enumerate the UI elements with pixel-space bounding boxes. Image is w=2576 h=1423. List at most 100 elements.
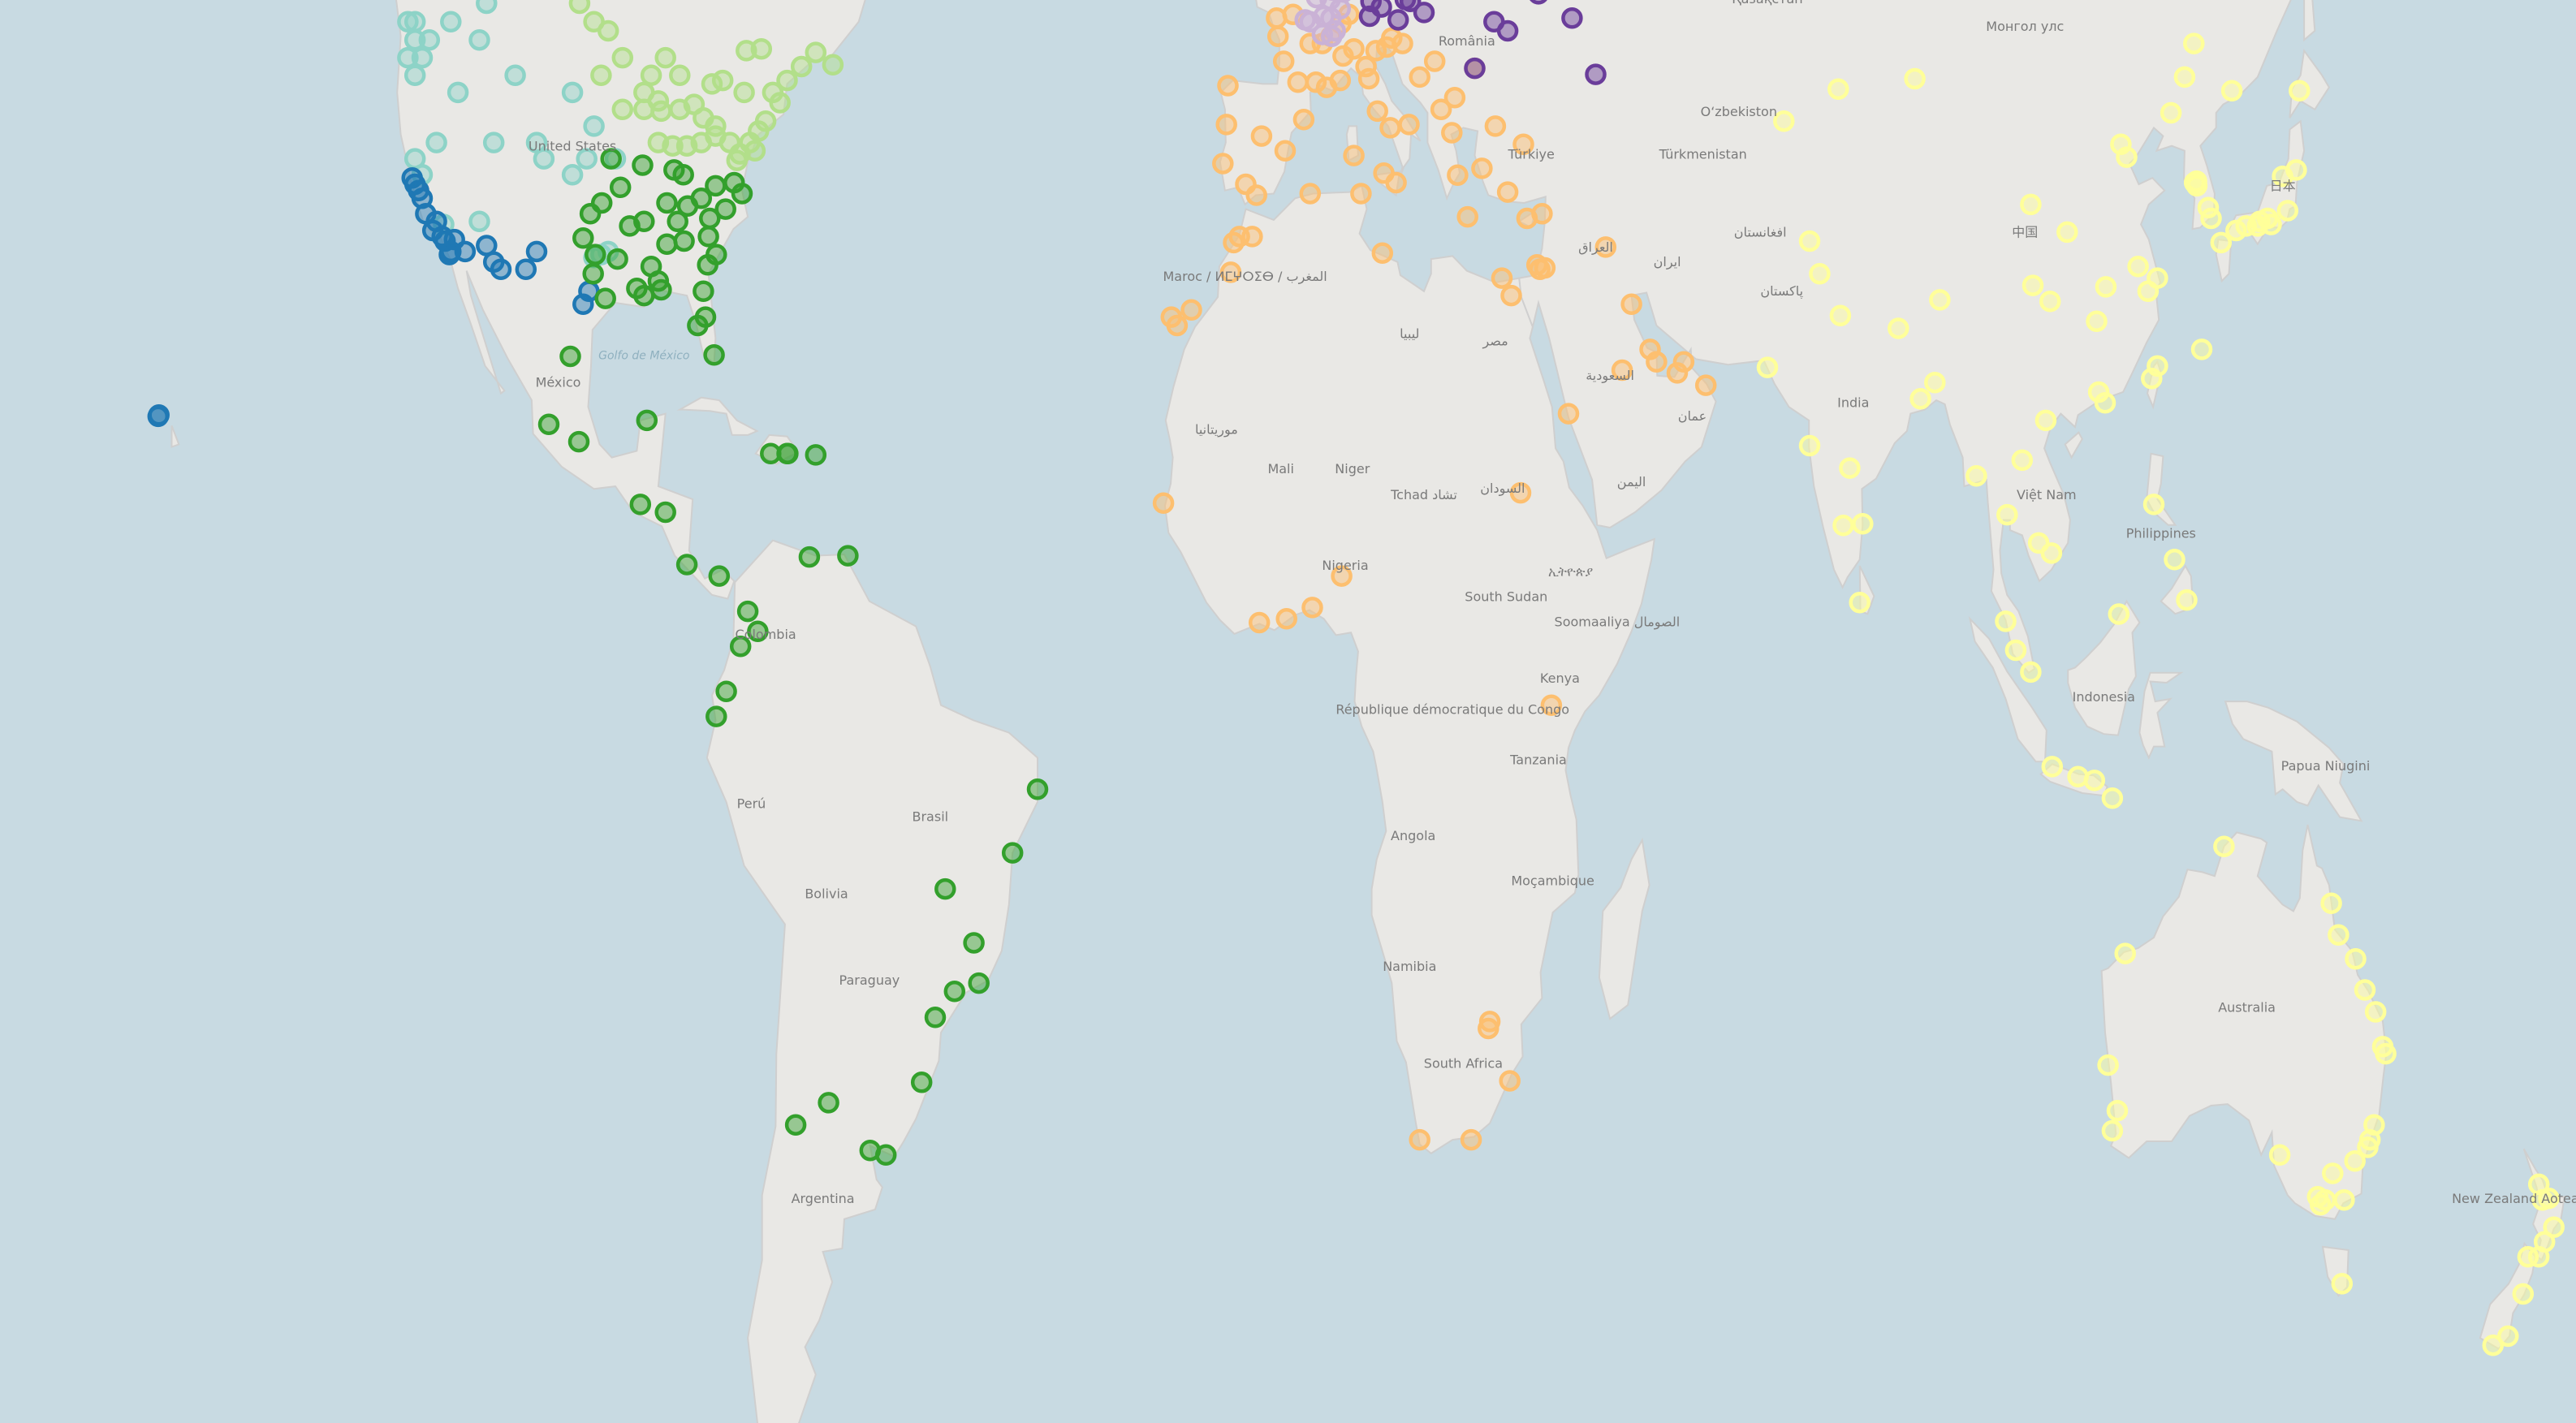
- data-point-mediterranean_africa[interactable]: [1299, 183, 1322, 205]
- data-point-asia_oceania[interactable]: [2020, 193, 2042, 216]
- data-point-mediterranean_africa[interactable]: [1409, 1128, 1430, 1151]
- data-point-asia_oceania[interactable]: [2056, 221, 2078, 244]
- data-point-mediterranean_africa[interactable]: [1332, 45, 1354, 67]
- data-point-us_south_americas[interactable]: [747, 620, 769, 643]
- data-point-mediterranean_africa[interactable]: [1366, 100, 1388, 123]
- data-point-mediterranean_africa[interactable]: [1355, 55, 1377, 78]
- data-point-northern_central_europe[interactable]: [1413, 2, 1435, 24]
- data-point-mediterranean_africa[interactable]: [1491, 267, 1513, 289]
- data-point-mediterranean_africa[interactable]: [1500, 284, 1522, 307]
- data-point-asia_oceania[interactable]: [2235, 215, 2257, 237]
- data-point-asia_oceania[interactable]: [2116, 146, 2138, 168]
- data-point-asia_oceania[interactable]: [1929, 289, 1951, 311]
- data-point-asia_oceania[interactable]: [2543, 1216, 2565, 1239]
- data-point-us_south_americas[interactable]: [934, 878, 956, 900]
- data-point-mediterranean_africa[interactable]: [1447, 164, 1469, 186]
- data-point-mediterranean_africa[interactable]: [1540, 694, 1563, 716]
- data-point-us_south_americas[interactable]: [600, 148, 622, 170]
- data-point-us_south_americas[interactable]: [1026, 778, 1049, 800]
- data-point-us_south_americas[interactable]: [798, 545, 821, 568]
- data-point-mediterranean_africa[interactable]: [1266, 25, 1289, 47]
- data-point-mediterranean_africa[interactable]: [1430, 98, 1452, 121]
- data-point-asia_oceania[interactable]: [2039, 290, 2061, 313]
- data-point-us_northeast[interactable]: [733, 81, 755, 104]
- data-point-northern_central_europe[interactable]: [1530, 0, 1547, 5]
- data-point-mediterranean_africa[interactable]: [1516, 207, 1538, 230]
- data-point-us_northeast[interactable]: [762, 81, 784, 104]
- data-point-us_south_americas[interactable]: [559, 345, 581, 368]
- data-point-us_west_coast[interactable]: [454, 240, 477, 263]
- data-point-mediterranean_africa[interactable]: [1301, 597, 1323, 619]
- data-point-asia_oceania[interactable]: [2276, 200, 2299, 222]
- data-point-asia_oceania[interactable]: [2137, 280, 2160, 303]
- data-point-us_south_americas[interactable]: [619, 215, 641, 237]
- data-point-alaska_west[interactable]: [440, 11, 462, 33]
- data-point-us_south_americas[interactable]: [697, 226, 719, 248]
- data-point-asia_oceania[interactable]: [2213, 835, 2235, 857]
- data-point-us_west_coast[interactable]: [440, 240, 462, 263]
- data-point-us_south_americas[interactable]: [874, 1144, 897, 1166]
- data-point-asia_oceania[interactable]: [2210, 231, 2233, 254]
- data-point-mediterranean_africa[interactable]: [1350, 183, 1372, 205]
- data-point-asia_oceania[interactable]: [2004, 639, 2027, 662]
- data-point-asia_oceania[interactable]: [2345, 947, 2367, 970]
- data-point-asia_oceania[interactable]: [2022, 274, 2044, 296]
- data-point-alaska_west[interactable]: [403, 64, 426, 86]
- data-point-us_northeast[interactable]: [647, 132, 670, 153]
- data-point-northern_central_europe[interactable]: [1399, 0, 1422, 12]
- data-point-us_south_americas[interactable]: [640, 255, 662, 278]
- data-point-us_south_americas[interactable]: [654, 501, 676, 524]
- data-point-asia_oceania[interactable]: [2083, 770, 2106, 791]
- data-point-france_central[interactable]: [1299, 11, 1322, 33]
- data-point-mediterranean_africa[interactable]: [1441, 122, 1463, 144]
- data-point-asia_oceania[interactable]: [2272, 165, 2293, 188]
- data-point-asia_oceania[interactable]: [1832, 515, 1854, 537]
- data-point-asia_oceania[interactable]: [2127, 255, 2149, 278]
- data-point-us_south_americas[interactable]: [784, 1114, 807, 1136]
- data-point-us_northeast[interactable]: [750, 37, 773, 60]
- data-point-mediterranean_africa[interactable]: [1512, 133, 1534, 155]
- data-point-alaska_west[interactable]: [576, 148, 598, 170]
- data-point-northern_central_europe[interactable]: [1464, 57, 1486, 80]
- data-point-us_northeast[interactable]: [611, 46, 634, 69]
- data-point-us_west_coast[interactable]: [525, 240, 548, 263]
- data-point-mediterranean_africa[interactable]: [1343, 144, 1365, 166]
- data-point-us_south_americas[interactable]: [736, 600, 759, 623]
- data-point-asia_oceania[interactable]: [2538, 1188, 2560, 1210]
- data-point-mediterranean_africa[interactable]: [1180, 299, 1202, 321]
- data-point-asia_oceania[interactable]: [1798, 230, 1821, 252]
- data-point-mediterranean_africa[interactable]: [1499, 1070, 1521, 1092]
- data-point-alaska_west[interactable]: [447, 81, 469, 104]
- data-point-mediterranean_africa[interactable]: [1611, 359, 1633, 382]
- data-point-us_south_americas[interactable]: [777, 442, 799, 465]
- data-point-asia_oceania[interactable]: [2512, 1283, 2535, 1305]
- data-point-asia_oceania[interactable]: [2320, 892, 2342, 915]
- data-point-france_central[interactable]: [1311, 24, 1334, 45]
- data-point-asia_oceania[interactable]: [1827, 78, 1849, 100]
- data-point-asia_oceania[interactable]: [2095, 276, 2117, 298]
- data-point-us_northeast[interactable]: [669, 64, 691, 86]
- data-point-us_northeast[interactable]: [754, 110, 777, 132]
- data-point-mediterranean_africa[interactable]: [1152, 492, 1175, 515]
- data-point-asia_oceania[interactable]: [1852, 512, 1874, 535]
- data-point-asia_oceania[interactable]: [1965, 464, 1987, 487]
- data-point-mediterranean_africa[interactable]: [1666, 362, 1689, 384]
- data-point-asia_oceania[interactable]: [2482, 1334, 2505, 1356]
- data-point-asia_oceania[interactable]: [2183, 32, 2205, 54]
- data-point-us_south_americas[interactable]: [656, 192, 678, 214]
- data-point-mediterranean_africa[interactable]: [1409, 66, 1430, 88]
- data-point-asia_oceania[interactable]: [2328, 924, 2349, 946]
- data-point-mediterranean_africa[interactable]: [1245, 184, 1267, 206]
- data-point-asia_oceania[interactable]: [2190, 339, 2213, 360]
- data-point-asia_oceania[interactable]: [2094, 392, 2116, 414]
- data-point-asia_oceania[interactable]: [2333, 1188, 2355, 1211]
- data-point-asia_oceania[interactable]: [2344, 1150, 2366, 1172]
- data-point-us_south_americas[interactable]: [729, 636, 752, 658]
- data-point-us_south_americas[interactable]: [943, 980, 966, 1003]
- data-point-mediterranean_africa[interactable]: [1381, 27, 1403, 50]
- data-point-asia_oceania[interactable]: [2142, 494, 2165, 515]
- data-point-alaska_west[interactable]: [425, 132, 447, 153]
- data-point-alaska_west[interactable]: [561, 81, 584, 104]
- data-point-asia_oceania[interactable]: [2517, 1245, 2539, 1268]
- data-point-asia_oceania[interactable]: [2101, 1119, 2124, 1142]
